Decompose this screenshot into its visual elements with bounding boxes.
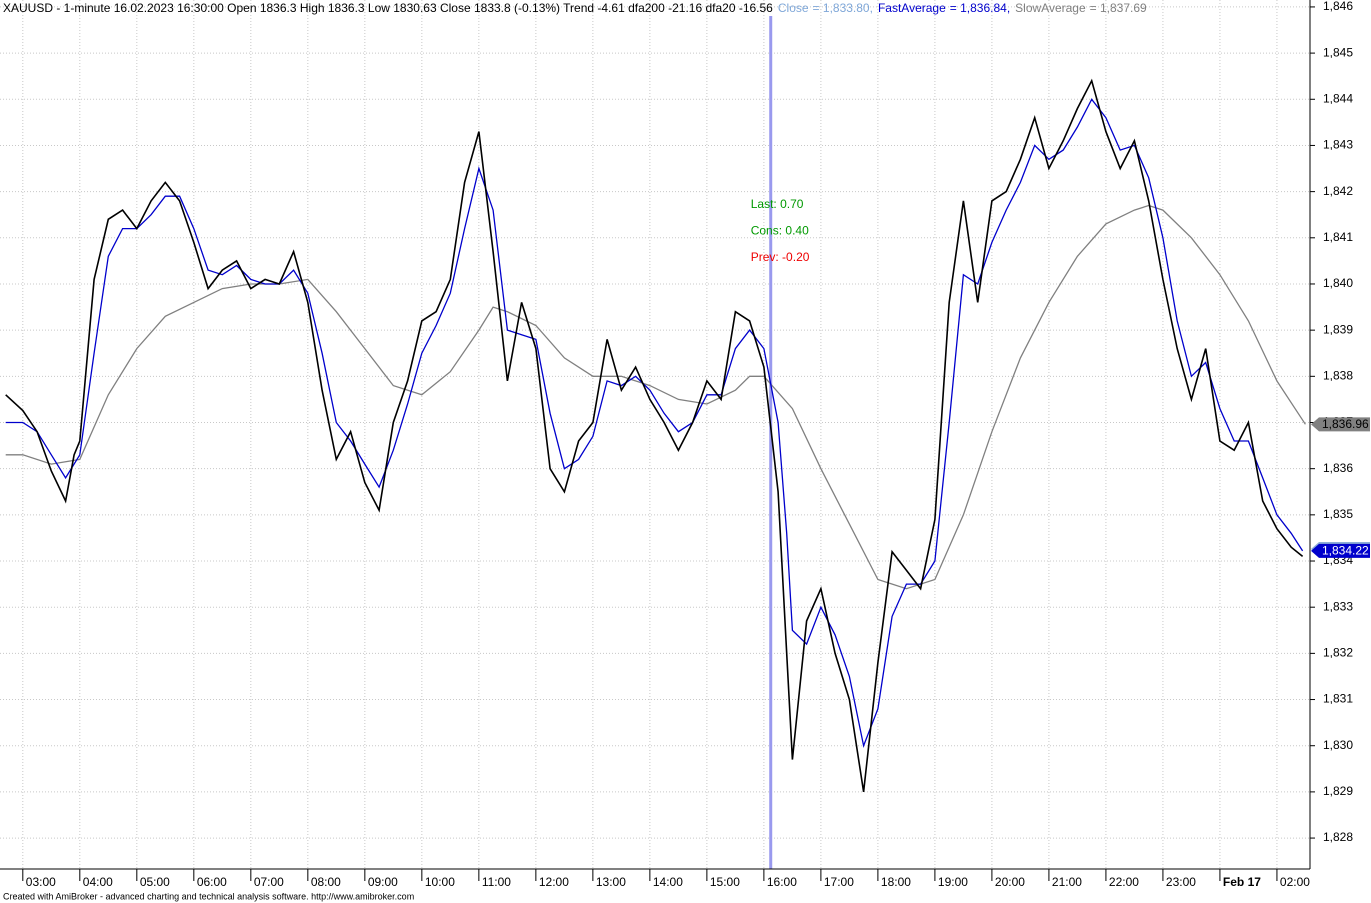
- legend-name: Close: [778, 1, 809, 15]
- series-line: [5, 98, 1304, 748]
- x-tick-label: 10:00: [425, 875, 455, 889]
- header: XAUUSD - 1-minute 16.02.2023 16:30:00 Op…: [3, 1, 1147, 15]
- y-tick-label: 1,835: [1323, 507, 1353, 521]
- x-tick-label: 05:00: [140, 875, 170, 889]
- x-tick-label: 08:00: [311, 875, 341, 889]
- x-tick-label: 03:00: [26, 875, 56, 889]
- y-tick-label: 1,846: [1323, 0, 1353, 13]
- price-marker-box: [1311, 543, 1370, 558]
- y-tick-label: 1,832: [1323, 646, 1353, 660]
- y-tick-label: 1,845: [1323, 45, 1353, 59]
- x-tick-label: 17:00: [824, 875, 854, 889]
- y-tick-label: 1,828: [1323, 830, 1353, 844]
- legend-value: = 1,833.80,: [813, 1, 873, 15]
- x-tick-label: 16:00: [767, 875, 797, 889]
- x-tick-label: 19:00: [938, 875, 968, 889]
- legend-name: FastAverage: [878, 1, 946, 15]
- y-tick-label: 1,840: [1323, 276, 1353, 290]
- x-tick-label: Feb 17: [1223, 875, 1261, 889]
- x-tick-label: 20:00: [995, 875, 1025, 889]
- price-marker-label: 1,834.22: [1322, 544, 1369, 558]
- legend-value: = 1,836.84,: [950, 1, 1010, 15]
- x-tick-label: 14:00: [653, 875, 683, 889]
- y-tick-label: 1,836: [1323, 461, 1353, 475]
- x-tick-label: 15:00: [710, 875, 740, 889]
- y-tick-label: 1,843: [1323, 138, 1353, 152]
- footer: Created with AmiBroker - advanced charti…: [3, 891, 414, 901]
- y-tick-label: 1,833: [1323, 599, 1353, 613]
- price-marker: 1,836.96: [1311, 417, 1370, 432]
- header-title: XAUUSD - 1-minute 16.02.2023 16:30:00 Op…: [3, 1, 773, 15]
- x-tick-label: 18:00: [881, 875, 911, 889]
- y-tick-label: 1,839: [1323, 322, 1353, 336]
- axes: 1,8281,8291,8301,8311,8321,8331,8341,835…: [22, 0, 1370, 889]
- x-tick-label: 09:00: [368, 875, 398, 889]
- y-tick-label: 1,830: [1323, 738, 1353, 752]
- y-tick-label: 1,829: [1323, 784, 1353, 798]
- annotation: Cons: 0.40: [751, 224, 809, 238]
- y-tick-label: 1,831: [1323, 692, 1353, 706]
- series-line: [5, 78, 1304, 793]
- x-tick-label: 02:00: [1280, 875, 1310, 889]
- price-marker-box: [1311, 417, 1370, 432]
- grid: [0, 0, 1310, 869]
- x-tick-label: 11:00: [482, 875, 511, 889]
- x-tick-label: 07:00: [254, 875, 284, 889]
- y-tick-label: 1,841: [1323, 230, 1353, 244]
- price-marker-label: 1,836.96: [1322, 417, 1369, 431]
- x-tick-label: 22:00: [1109, 875, 1139, 889]
- x-tick-label: 23:00: [1166, 875, 1196, 889]
- y-tick-label: 1,842: [1323, 184, 1353, 198]
- series-line: [5, 204, 1306, 590]
- annotation: Last: 0.70: [751, 197, 804, 211]
- y-tick-label: 1,844: [1323, 91, 1353, 105]
- plot: Last: 0.70 Cons: 0.40 Prev: -0.20: [5, 16, 1306, 869]
- annotation: Prev: -0.20: [751, 250, 810, 264]
- x-tick-label: 21:00: [1052, 875, 1082, 889]
- y-tick-label: 1,838: [1323, 368, 1353, 382]
- x-tick-label: 12:00: [539, 875, 569, 889]
- legend-value: = 1,837.69: [1090, 1, 1147, 15]
- x-tick-label: 06:00: [197, 875, 227, 889]
- x-tick-label: 13:00: [596, 875, 626, 889]
- legend-name: SlowAverage: [1015, 1, 1086, 15]
- price-marker: 1,834.22: [1311, 544, 1370, 558]
- x-tick-label: 04:00: [83, 875, 113, 889]
